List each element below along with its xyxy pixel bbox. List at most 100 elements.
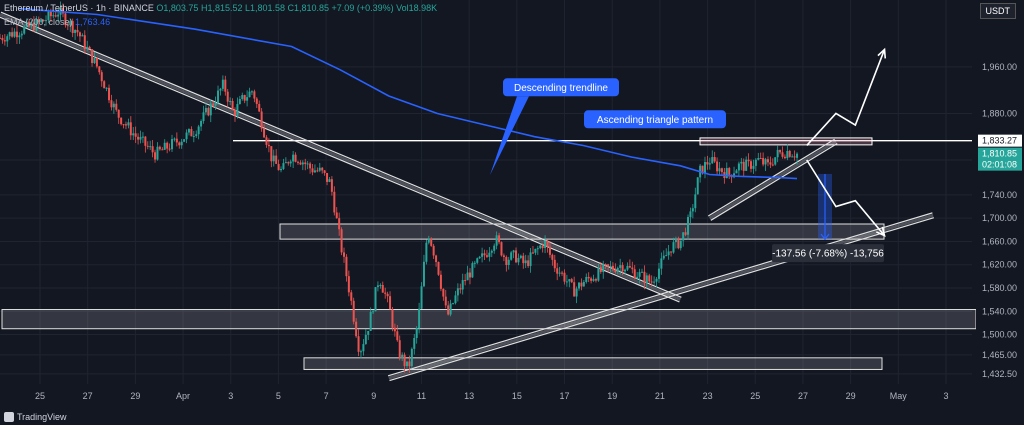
candle-body — [369, 311, 372, 331]
candle-body — [108, 87, 111, 101]
candle-body — [759, 158, 762, 160]
candle-body — [282, 163, 285, 169]
candle-body — [367, 330, 370, 335]
tradingview-icon — [4, 412, 14, 422]
candle-body — [413, 337, 416, 349]
time-tick-label: 21 — [655, 391, 665, 401]
candle-body — [645, 275, 648, 284]
zone-low — [1, 309, 977, 330]
candle-body — [410, 348, 413, 367]
candle-body — [129, 122, 132, 136]
candle-body — [452, 303, 455, 305]
candle-body — [20, 33, 23, 36]
price-tick-label: 1,740.00 — [982, 190, 1017, 200]
candle-body — [502, 255, 505, 257]
candle-body — [231, 100, 234, 110]
symbol-legend[interactable]: Ethereum / TetherUS · 1h · BINANCE O1,80… — [4, 3, 437, 13]
candle-body — [243, 95, 246, 101]
candle-body — [76, 29, 79, 33]
candle-body — [178, 142, 181, 146]
candle-body — [57, 14, 60, 17]
time-tick-label: 29 — [846, 391, 856, 401]
candle-body — [275, 155, 278, 164]
candle-body — [40, 19, 43, 22]
candle-body — [15, 31, 18, 38]
candle-body — [405, 361, 408, 367]
candle-body — [52, 15, 55, 17]
time-tick-label: 29 — [130, 391, 140, 401]
candle-body — [202, 112, 205, 122]
support-zones — [1, 137, 977, 370]
ema-legend[interactable]: EMA (200, close) 1,763.46 — [4, 17, 110, 27]
candle-body — [553, 259, 556, 269]
candle-body — [536, 248, 539, 250]
candle-body — [233, 109, 236, 116]
symbol-name[interactable]: Ethereum / TetherUS · 1h · BINANCE — [4, 3, 154, 13]
candle-body — [456, 288, 459, 296]
candle-body — [483, 253, 486, 256]
measure-arrow-head — [820, 233, 830, 241]
price-tick-label: 1,465.00 — [982, 350, 1017, 360]
candle-body — [185, 132, 188, 140]
bullish-scenario-arrow-head — [877, 47, 887, 59]
candle-body — [541, 245, 544, 249]
candle-body — [292, 154, 295, 162]
candle-body — [141, 136, 144, 138]
candle-body — [260, 111, 263, 129]
candle-body — [289, 161, 292, 164]
candle-body — [301, 162, 304, 165]
candle-body — [93, 57, 96, 64]
candle-body — [214, 102, 217, 106]
candle-body — [265, 137, 268, 145]
time-tick-label: 19 — [607, 391, 617, 401]
candle-body — [168, 148, 171, 150]
time-tick-label: 27 — [83, 391, 93, 401]
candle-body — [74, 29, 77, 33]
candle-body — [522, 255, 525, 264]
candle-body — [582, 281, 585, 287]
candle-body — [253, 91, 256, 99]
candle-body — [604, 264, 607, 266]
candle-body — [728, 168, 731, 175]
candle-body — [776, 149, 779, 158]
candle-body — [766, 159, 769, 163]
descending-trendline-b — [0, 11, 682, 298]
time-tick-label: 25 — [35, 391, 45, 401]
candle-body — [204, 107, 207, 113]
time-axis[interactable]: 25 27 29 Apr 3 5 7 9 11 13 15 17 19 21 23 25 27 29 May 3 — [0, 384, 1024, 425]
candle-body — [418, 308, 421, 329]
candle-body — [200, 121, 203, 127]
candle-body — [507, 259, 510, 265]
candle-body — [512, 250, 515, 253]
candle-body — [333, 191, 336, 213]
candle-body — [197, 126, 200, 135]
candle-body — [241, 95, 244, 99]
candle-body — [439, 274, 442, 289]
descending-trendline-callout-box — [503, 78, 619, 97]
candle-body — [287, 162, 290, 164]
candle-body — [318, 167, 321, 171]
scenario-arrows — [806, 47, 887, 238]
candle-body — [98, 66, 101, 73]
candle-body — [359, 351, 362, 353]
tradingview-label: TradingView — [17, 412, 67, 422]
candle-body — [30, 22, 33, 27]
candle-body — [326, 172, 329, 182]
candle-body — [667, 251, 670, 256]
candle-body — [255, 98, 258, 104]
currency-button[interactable]: USDT — [979, 3, 1016, 19]
price-axis[interactable]: 1,960.001,880.001,800.001,740.001,700.00… — [976, 0, 1024, 384]
candle-body — [190, 129, 193, 137]
candle-body — [226, 91, 229, 102]
candle-body — [270, 146, 273, 162]
candle-body — [23, 26, 26, 34]
candle-body — [88, 46, 91, 50]
time-axis-bg — [0, 384, 1024, 425]
candle-body — [473, 262, 476, 264]
ascending-trendline-b — [387, 212, 933, 377]
tradingview-logo[interactable]: TradingView — [4, 412, 67, 422]
candle-body — [742, 161, 745, 171]
candle-body — [575, 288, 578, 297]
candle-body — [500, 242, 503, 256]
